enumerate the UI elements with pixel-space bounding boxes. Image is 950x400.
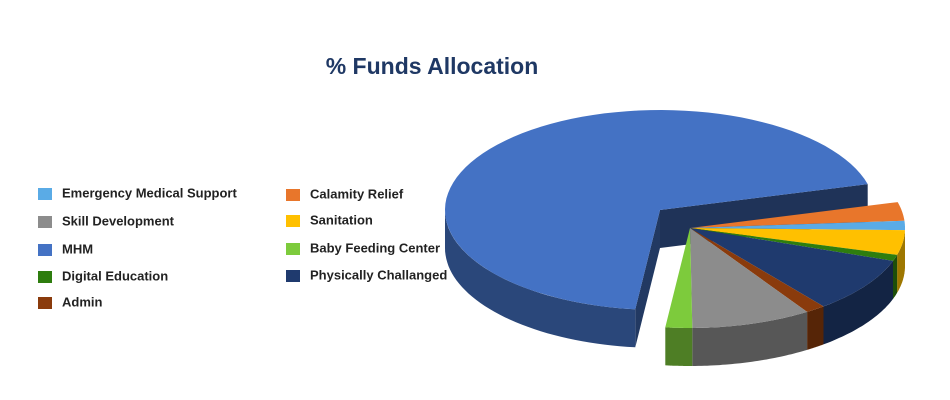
slice-wall bbox=[897, 230, 905, 293]
slice bbox=[690, 228, 824, 312]
slice-wall bbox=[893, 254, 898, 299]
slice bbox=[690, 228, 893, 307]
legend-label: Digital Education bbox=[62, 268, 168, 283]
legend-label: Sanitation bbox=[310, 212, 373, 227]
slice-wall bbox=[445, 210, 636, 348]
slice bbox=[690, 228, 898, 261]
pie bbox=[445, 110, 905, 366]
slice-wall bbox=[823, 260, 893, 345]
slice bbox=[690, 228, 905, 255]
chart-title: % Funds Allocation bbox=[326, 53, 539, 79]
legend-swatch bbox=[38, 297, 52, 309]
slice bbox=[690, 202, 905, 228]
legend-swatch bbox=[38, 244, 52, 256]
legend-swatch bbox=[38, 188, 52, 200]
slice-side bbox=[635, 210, 660, 348]
legend-swatch bbox=[38, 216, 52, 228]
legend-label: Emergency Medical Support bbox=[62, 185, 237, 200]
slice bbox=[665, 228, 693, 328]
legend-label: Skill Development bbox=[62, 213, 175, 228]
legend: Emergency Medical Support Skill Developme… bbox=[38, 185, 447, 309]
slice bbox=[690, 220, 905, 231]
legend-label: Calamity Relief bbox=[310, 186, 404, 201]
legend-swatch bbox=[286, 243, 300, 255]
slice-wall bbox=[692, 311, 808, 366]
legend-label: MHM bbox=[62, 241, 93, 256]
legend-label: Physically Challanged bbox=[310, 267, 447, 282]
legend-swatch bbox=[286, 189, 300, 201]
slice bbox=[445, 110, 868, 310]
legend-swatch bbox=[38, 271, 52, 283]
legend-swatch bbox=[286, 215, 300, 227]
legend-swatch bbox=[286, 270, 300, 282]
slice-wall bbox=[665, 327, 693, 366]
slice bbox=[690, 228, 808, 328]
slice-wall bbox=[807, 306, 824, 350]
legend-label: Admin bbox=[62, 294, 103, 309]
legend-label: Baby Feeding Center bbox=[310, 240, 440, 255]
